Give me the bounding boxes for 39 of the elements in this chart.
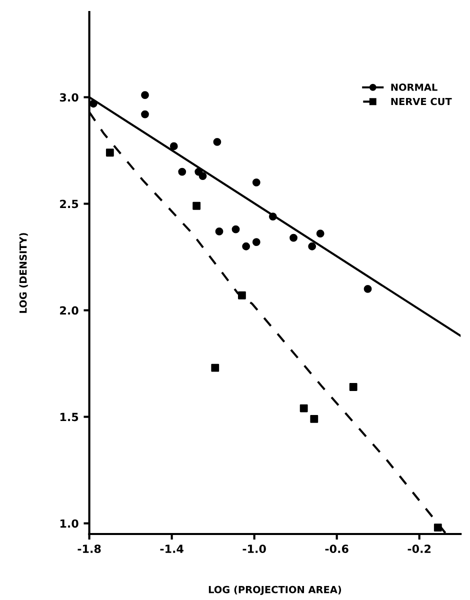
point (238, 291, 246, 300)
point (316, 230, 324, 238)
point (252, 178, 260, 186)
point (141, 110, 149, 118)
y-tick-label: 1.5 (60, 412, 78, 422)
point (242, 242, 250, 250)
point (349, 383, 358, 391)
point (106, 148, 114, 157)
point (300, 404, 308, 412)
point (252, 238, 260, 246)
y-tick-label: 2.0 (60, 306, 78, 315)
point (178, 168, 186, 176)
y-axis-title: LOG (DENSITY) (19, 233, 28, 313)
point (308, 242, 316, 250)
point (211, 364, 220, 372)
point (268, 212, 277, 220)
point (170, 142, 178, 150)
point (198, 172, 207, 180)
point (290, 234, 298, 242)
point (310, 414, 318, 423)
legend-label: NERVE CUT (391, 98, 452, 106)
point (141, 91, 149, 100)
point (213, 138, 222, 146)
legend-label: NORMAL (391, 84, 438, 91)
point (89, 100, 98, 108)
x-tick-label: -1.4 (160, 544, 184, 553)
x-tick-label: -1.0 (242, 544, 266, 554)
point (192, 202, 201, 210)
x-tick-label: -0.2 (408, 544, 431, 554)
y-tick-label: 1.0 (60, 519, 78, 528)
x-tick-label: -0.6 (325, 544, 348, 554)
x-tick-label: -1.8 (78, 544, 101, 554)
y-tick-label: 3.0 (60, 93, 78, 102)
point (215, 228, 224, 236)
point (364, 285, 372, 293)
x-axis-title: LOG (PROJECTION AREA) (208, 586, 342, 596)
point (232, 225, 240, 234)
point (434, 524, 442, 532)
y-tick-label: 2.5 (60, 200, 78, 208)
